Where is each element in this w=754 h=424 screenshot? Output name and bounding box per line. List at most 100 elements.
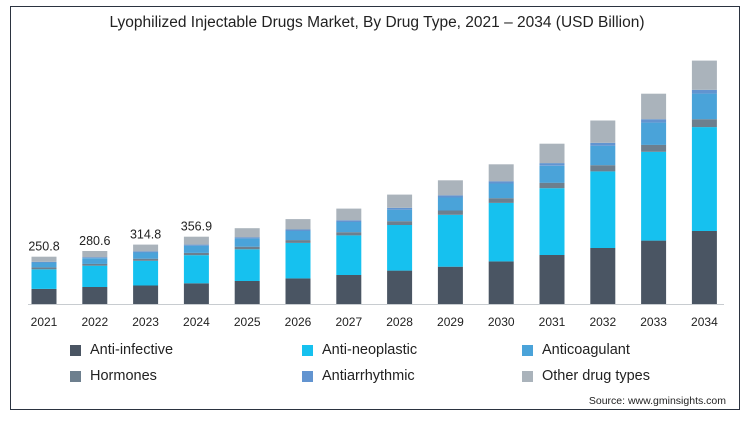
bar-segment-anti-neoplastic-2030 (488, 202, 514, 262)
bar-segment-antiarrhythmic-2023 (133, 251, 159, 253)
bar-segment-anticoagulant-2025 (234, 238, 260, 247)
bar-segment-antiarrhythmic-2024 (183, 244, 209, 246)
bar-segment-anti-neoplastic-2032 (590, 171, 616, 248)
bar-segment-other-drug-types-2033 (641, 93, 667, 120)
bar-segment-anti-infective-2025 (234, 281, 260, 304)
bar-segment-hormones-2029 (437, 210, 463, 215)
bar-segment-anti-neoplastic-2026 (285, 242, 311, 279)
bar-segment-anticoagulant-2024 (183, 245, 209, 253)
bar-segment-anticoagulant-2026 (285, 231, 311, 241)
bar-segment-anti-neoplastic-2021 (31, 269, 57, 289)
source-note: Source: www.gminsights.com (588, 395, 726, 407)
bar-segment-other-drug-types-2031 (539, 143, 565, 164)
bar-segment-hormones-2030 (488, 198, 514, 203)
bar-segment-hormones-2024 (183, 252, 209, 256)
bar-segment-other-drug-types-2032 (590, 120, 616, 143)
bar-segment-other-drug-types-2026 (285, 219, 311, 230)
x-tick-label-2032: 2032 (589, 315, 616, 329)
bar-segment-other-drug-types-2024 (183, 236, 209, 245)
bar-segment-anti-neoplastic-2031 (539, 188, 565, 255)
x-tick-label-2026: 2026 (285, 315, 312, 329)
bar-segment-antiarrhythmic-2033 (641, 119, 667, 123)
x-tick-label-2033: 2033 (640, 315, 667, 329)
bar-segment-anti-neoplastic-2025 (234, 249, 260, 281)
bar-segment-other-drug-types-2021 (31, 256, 57, 262)
x-tick-label-2029: 2029 (437, 315, 464, 329)
bar-segment-antiarrhythmic-2022 (82, 257, 108, 259)
legend-label: Antiarrhythmic (322, 368, 415, 384)
legend-item-anticoagulant: Anticoagulant (522, 342, 630, 358)
legend-label: Anti-infective (90, 342, 174, 358)
bar-segment-anticoagulant-2028 (387, 209, 413, 222)
bar-segment-anti-infective-2032 (590, 248, 616, 304)
bar-segment-other-drug-types-2030 (488, 164, 514, 182)
bar-segment-anti-infective-2023 (133, 285, 159, 304)
x-tick-label-2021: 2021 (31, 315, 58, 329)
bar-segment-antiarrhythmic-2027 (336, 220, 362, 222)
bar-segment-antiarrhythmic-2028 (387, 207, 413, 210)
bar-segment-other-drug-types-2022 (82, 251, 108, 258)
bar-segment-anti-neoplastic-2024 (183, 255, 209, 284)
bar-segment-anticoagulant-2032 (590, 145, 616, 166)
bar-segment-hormones-2034 (691, 119, 717, 128)
bar-segment-antiarrhythmic-2025 (234, 237, 260, 239)
bar-segment-anticoagulant-2027 (336, 222, 362, 233)
legend-swatch (70, 344, 81, 356)
bar-segment-other-drug-types-2029 (437, 180, 463, 196)
bar-segment-other-drug-types-2025 (234, 228, 260, 238)
bar-segment-antiarrhythmic-2021 (31, 261, 57, 263)
bar-segment-anti-infective-2022 (82, 287, 108, 304)
bar-segment-anti-neoplastic-2033 (641, 151, 667, 241)
bar-segment-anticoagulant-2022 (82, 258, 108, 264)
bar-segment-anti-infective-2024 (183, 283, 209, 304)
legend-item-antiarrhythmic: Antiarrhythmic (302, 368, 415, 384)
bar-segment-anti-infective-2033 (641, 240, 667, 304)
legend-item-anti-neoplastic: Anti-neoplastic (302, 342, 417, 358)
total-label-2021: 250.8 (28, 240, 59, 254)
bar-segment-hormones-2031 (539, 182, 565, 189)
x-tick-label-2023: 2023 (132, 315, 159, 329)
bar-segment-antiarrhythmic-2034 (691, 89, 717, 94)
x-tick-label-2031: 2031 (539, 315, 566, 329)
x-tick-label-2024: 2024 (183, 315, 210, 329)
legend-swatch (302, 344, 313, 356)
bar-segment-anti-infective-2026 (285, 278, 311, 304)
bar-segment-hormones-2022 (82, 263, 108, 266)
bar-segment-other-drug-types-2027 (336, 208, 362, 221)
bar-segment-anticoagulant-2023 (133, 252, 159, 259)
legend-swatch (522, 344, 533, 356)
bar-segment-anti-infective-2034 (691, 231, 717, 304)
bar-segment-hormones-2025 (234, 246, 260, 250)
legend-swatch (302, 370, 313, 382)
x-tick-label-2028: 2028 (386, 315, 413, 329)
total-label-2023: 314.8 (130, 228, 161, 242)
bar-segment-hormones-2027 (336, 232, 362, 236)
bar-segment-hormones-2032 (590, 165, 616, 172)
bar-segment-other-drug-types-2034 (691, 60, 717, 90)
legend-label: Anticoagulant (542, 342, 630, 358)
legend-label: Hormones (90, 368, 157, 384)
bar-segment-anticoagulant-2021 (31, 262, 57, 268)
bar-segment-other-drug-types-2028 (387, 194, 413, 208)
bar-segment-anti-infective-2021 (31, 288, 57, 304)
bar-segment-anti-neoplastic-2034 (691, 127, 717, 231)
bar-segment-other-drug-types-2023 (133, 244, 159, 252)
bar-segment-anticoagulant-2034 (691, 93, 717, 120)
bar-segment-hormones-2033 (641, 144, 667, 152)
bar-segment-anti-infective-2028 (387, 270, 413, 304)
bar-segment-antiarrhythmic-2030 (488, 181, 514, 184)
chart-title: Lyophilized Injectable Drugs Market, By … (109, 14, 645, 31)
bar-segment-anti-neoplastic-2027 (336, 235, 362, 275)
total-label-2022: 280.6 (79, 234, 110, 248)
legend-item-anti-infective: Anti-infective (70, 342, 173, 358)
bar-segment-anticoagulant-2030 (488, 183, 514, 199)
bar-segment-antiarrhythmic-2029 (437, 195, 463, 198)
legend-swatch (522, 370, 533, 382)
bar-segment-hormones-2028 (387, 221, 413, 225)
total-label-2024: 356.9 (181, 220, 212, 234)
bar-segment-hormones-2023 (133, 258, 159, 261)
bar-segment-anticoagulant-2031 (539, 165, 565, 183)
bar-segment-anti-infective-2030 (488, 261, 514, 304)
x-tick-label-2034: 2034 (691, 315, 718, 329)
bar-segment-antiarrhythmic-2031 (539, 163, 565, 166)
